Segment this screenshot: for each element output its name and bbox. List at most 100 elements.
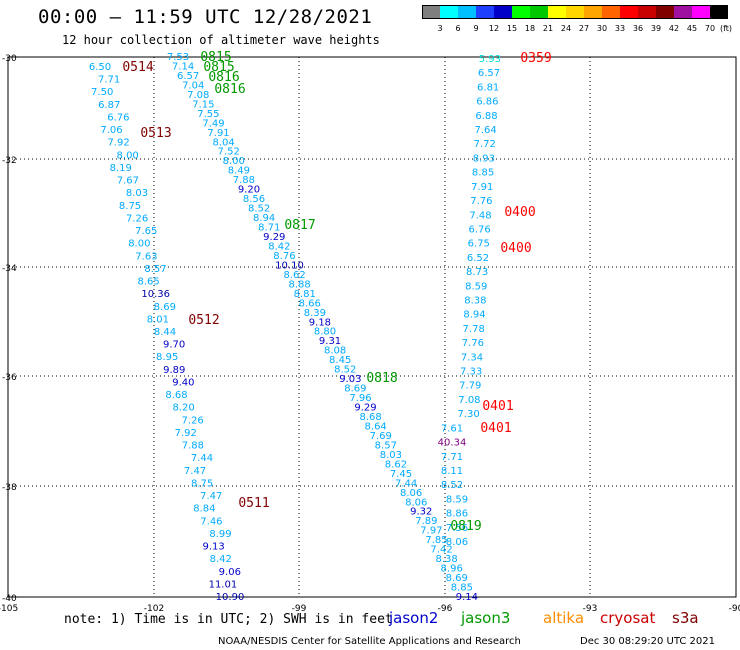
swh-value: 7.71 — [98, 75, 120, 86]
swh-value: 8.64 — [365, 421, 387, 432]
swh-value: 8.62 — [283, 270, 305, 281]
color-swatch — [692, 5, 710, 19]
color-swatch — [674, 5, 692, 19]
track-time-label: 0819 — [450, 519, 481, 534]
swh-value: 7.92 — [107, 138, 129, 149]
swh-value: 7.65 — [135, 226, 157, 237]
swh-value: 8.65 — [137, 277, 159, 288]
color-bar-label: 45 — [686, 24, 698, 33]
swh-value: 8.59 — [465, 281, 487, 292]
color-bar-label: 3 — [437, 24, 443, 33]
swh-value: 9.03 — [339, 374, 361, 385]
track-time-label: 0816 — [214, 82, 245, 97]
color-swatch — [566, 5, 584, 19]
track-time-label: 0401 — [480, 421, 511, 436]
swh-value: 8.19 — [110, 163, 132, 174]
swh-value: 7.88 — [233, 175, 255, 186]
swh-value: 8.06 — [400, 488, 422, 499]
swh-value: 7.04 — [182, 80, 204, 91]
satellite-legend-item: altika — [543, 609, 585, 627]
swh-value: 8.94 — [463, 310, 485, 321]
swh-value: 10.90 — [216, 592, 245, 603]
swh-value: 8.76 — [273, 251, 295, 262]
track-time-label: 0815 — [203, 60, 234, 75]
track-time-label: 0512 — [188, 313, 219, 328]
swh-value: 8.56 — [243, 194, 265, 205]
swh-value: 8.84 — [193, 504, 215, 515]
chart-subtitle: 12 hour collection of altimeter wave hei… — [62, 33, 380, 47]
swh-value: 7.71 — [441, 452, 463, 463]
swh-value: 7.30 — [457, 409, 479, 420]
swh-value: 8.99 — [209, 529, 231, 540]
color-bar-label: 33 — [614, 24, 626, 33]
swh-value: 8.69 — [344, 384, 366, 395]
swh-value: 8.06 — [405, 497, 427, 508]
satellite-legend-item: cryosat — [600, 609, 656, 627]
swh-value: 8.52 — [334, 365, 356, 376]
lat-tick-label: -40 — [2, 594, 17, 604]
color-bar-label: 15 — [506, 24, 518, 33]
swh-value: 8.66 — [299, 298, 321, 309]
color-swatch — [422, 5, 440, 19]
lon-tick-label: -105 — [0, 604, 18, 614]
swh-value: 8.00 — [128, 239, 150, 250]
lon-tick-label: -99 — [292, 604, 307, 614]
swh-value: 8.68 — [359, 412, 381, 423]
lon-tick-label: -90 — [729, 604, 740, 614]
swh-value: 7.97 — [420, 526, 442, 537]
timestamp: Dec 30 08:29:20 UTC 2021 — [580, 636, 715, 647]
swh-value: 7.26 — [126, 213, 148, 224]
satellite-legend-item: jason3 — [461, 609, 511, 627]
swh-value: 7.79 — [459, 381, 481, 392]
swh-value: 7.52 — [218, 147, 240, 158]
swh-value: 9.31 — [319, 336, 341, 347]
swh-value: 6.86 — [476, 97, 498, 108]
swh-value: 8.38 — [435, 554, 457, 565]
color-bar-unit: (ft) — [719, 24, 733, 33]
swh-value: 9.14 — [456, 592, 478, 603]
swh-value: 7.46 — [200, 516, 222, 527]
swh-value: 6.76 — [469, 224, 491, 235]
swh-value: 7.91 — [471, 182, 493, 193]
swh-value: 8.52 — [441, 480, 463, 491]
track-time-label: 0815 — [200, 50, 231, 65]
lat-tick-label: -38 — [2, 483, 17, 493]
swh-value: 7.76 — [462, 338, 484, 349]
track-time-label: 0359 — [520, 51, 551, 66]
swh-value: 6.57 — [177, 71, 199, 82]
swh-value: 7.61 — [441, 423, 463, 434]
swh-value: 8.94 — [253, 213, 275, 224]
swh-value: 7.85 — [425, 535, 447, 546]
color-swatch — [584, 5, 602, 19]
swh-value: 8.69 — [446, 573, 468, 584]
swh-value: 9.20 — [238, 185, 260, 196]
swh-value: 8.11 — [441, 466, 463, 477]
color-swatch — [494, 5, 512, 19]
track-time-label: 0514 — [122, 60, 153, 75]
color-bar-frame — [422, 5, 728, 19]
swh-value: 8.69 — [154, 302, 176, 313]
color-bar-label: 6 — [455, 24, 461, 33]
swh-value: 8.86 — [446, 509, 468, 520]
track-time-label: 0401 — [482, 399, 513, 414]
swh-value: 9.29 — [354, 403, 376, 414]
swh-value: 7.89 — [415, 516, 437, 527]
footer-note: note: 1) Time is in UTC; 2) SWH is in fe… — [64, 612, 393, 627]
swh-value: 7.92 — [175, 428, 197, 439]
swh-value: 7.56 — [446, 523, 468, 534]
swh-value: 7.96 — [349, 393, 371, 404]
swh-value: 9.29 — [263, 232, 285, 243]
color-bar-label: 9 — [473, 24, 479, 33]
swh-value: 8.62 — [385, 459, 407, 470]
swh-value: 8.93 — [473, 153, 495, 164]
swh-value: 8.49 — [228, 166, 250, 177]
swh-value: 8.03 — [126, 188, 148, 199]
swh-value: 6.88 — [475, 111, 497, 122]
color-bar-label: 36 — [632, 24, 644, 33]
lat-tick-label: -32 — [2, 156, 17, 166]
swh-value: 7.88 — [182, 441, 204, 452]
swh-value: 11.01 — [209, 579, 238, 590]
swh-value: 7.76 — [470, 196, 492, 207]
swh-value: 7.63 — [135, 251, 157, 262]
